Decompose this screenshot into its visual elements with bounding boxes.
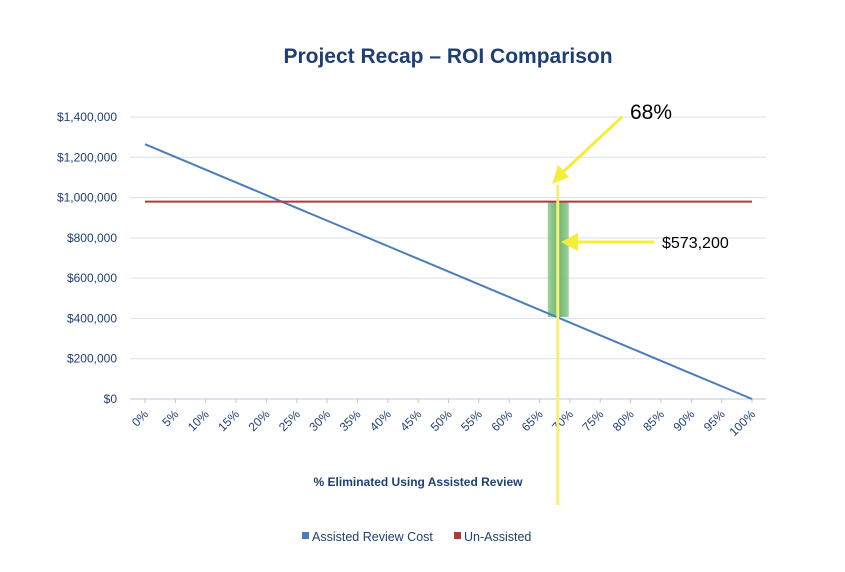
x-tick-label: 90% bbox=[671, 407, 698, 434]
x-tick-label: 35% bbox=[337, 407, 364, 434]
series-line-assisted-review-cost bbox=[144, 143, 753, 400]
legend-label-unassisted: Un-Assisted bbox=[464, 530, 531, 544]
x-tick-label: 60% bbox=[488, 407, 515, 434]
annotation-layer: 68% $573,200 bbox=[552, 101, 729, 505]
gridlines bbox=[130, 116, 766, 400]
y-tick-label: $1,200,000 bbox=[57, 150, 117, 164]
legend-swatch-assisted bbox=[302, 532, 309, 539]
marker-arrow-shaft bbox=[561, 115, 624, 174]
y-axis: $0 $200,000 $400,000 $600,000 $800,000 $1,000… bbox=[57, 110, 117, 406]
y-tick-label: $800,000 bbox=[67, 231, 117, 245]
legend: Assisted Review Cost Un-Assisted bbox=[302, 530, 531, 544]
y-tick-label: $400,000 bbox=[67, 311, 117, 325]
x-tick-label: 20% bbox=[246, 407, 273, 434]
x-tick-label: 50% bbox=[428, 407, 455, 434]
series-layer bbox=[144, 143, 753, 400]
x-tick-label: 100% bbox=[727, 407, 759, 439]
x-tick-label: 45% bbox=[397, 407, 424, 434]
x-tick-label: 95% bbox=[701, 407, 728, 434]
x-tick-label: 40% bbox=[367, 407, 394, 434]
x-tick-label: 55% bbox=[458, 407, 485, 434]
x-tick-label: 75% bbox=[579, 407, 606, 434]
legend-label-assisted: Assisted Review Cost bbox=[312, 530, 433, 544]
y-tick-label: $1,400,000 bbox=[57, 110, 117, 124]
y-tick-label: $0 bbox=[104, 392, 118, 406]
y-tick-label: $600,000 bbox=[67, 271, 117, 285]
x-tick-label: 15% bbox=[215, 407, 242, 434]
marker-label: 68% bbox=[630, 101, 672, 124]
savings-arrow-head bbox=[561, 233, 578, 251]
y-tick-label: $1,000,000 bbox=[57, 191, 117, 205]
x-tick-label: 80% bbox=[610, 407, 637, 434]
x-tick-label: 70% bbox=[549, 407, 576, 434]
x-tick-label: 65% bbox=[519, 407, 546, 434]
x-tick-label: 85% bbox=[640, 407, 667, 434]
x-tick-label: 10% bbox=[185, 407, 212, 434]
x-tick-label: 5% bbox=[159, 407, 181, 429]
y-tick-label: $200,000 bbox=[67, 352, 117, 366]
savings-label: $573,200 bbox=[662, 235, 729, 252]
x-tick-label: 0% bbox=[129, 407, 151, 429]
x-tick-label: 30% bbox=[306, 407, 333, 434]
x-axis-label: % Eliminated Using Assisted Review bbox=[314, 475, 524, 489]
marker-arrow-head bbox=[552, 165, 569, 184]
legend-swatch-unassisted bbox=[454, 532, 461, 539]
x-tick-label: 25% bbox=[276, 407, 303, 434]
chart-title: Project Recap – ROI Comparison bbox=[283, 45, 612, 68]
x-axis: 0% 5% 10% 15% 20% 25% 30% 35% 40% 45% 50% 55% 60% 65%… bbox=[129, 399, 758, 439]
